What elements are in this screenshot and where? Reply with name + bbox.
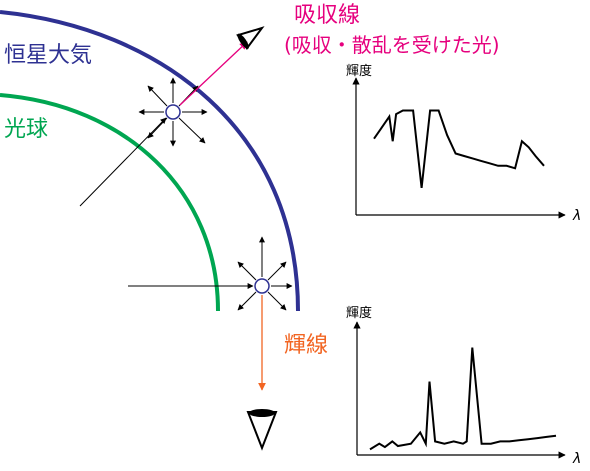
atmosphere-label: 恒星大気 <box>4 43 92 68</box>
eye-icon <box>246 409 278 451</box>
atmosphere-arc <box>0 10 300 312</box>
upper-particle-group <box>79 41 248 207</box>
y-axis-label: 輝度 <box>346 305 372 321</box>
y-axis-label: 輝度 <box>346 63 372 79</box>
absorption-title: 吸収線 <box>294 3 360 28</box>
spectrum-line <box>373 109 545 189</box>
photosphere-label: 光球 <box>4 117 48 142</box>
x-axis-label: λ <box>572 208 581 224</box>
emission-title: 輝線 <box>284 333 328 358</box>
absorption-spectrum-chart: 輝度 λ <box>346 63 581 224</box>
lower-particle-group <box>128 236 293 391</box>
absorption-subtitle: (吸収・散乱を受けた光) <box>284 33 500 57</box>
circle-particle-icon <box>254 278 270 294</box>
incoming-ray-upper <box>79 117 167 207</box>
absorption-ray <box>179 41 248 106</box>
emission-spectrum-chart: 輝度 λ <box>346 305 581 467</box>
photosphere-arc <box>0 93 220 312</box>
circle-particle-icon <box>165 104 181 120</box>
x-axis-label: λ <box>572 451 581 467</box>
eye-icon <box>236 26 265 51</box>
spectrum-line <box>369 347 557 451</box>
